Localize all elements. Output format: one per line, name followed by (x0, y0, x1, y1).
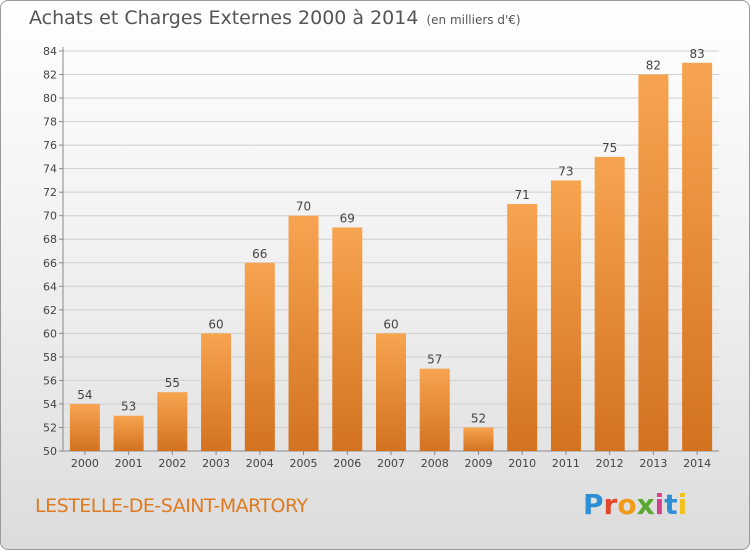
x-tick-label: 2011 (552, 457, 580, 470)
y-tick-label: 60 (43, 327, 57, 340)
bar (69, 403, 100, 451)
y-tick-label: 62 (43, 304, 57, 317)
x-tick-label: 2014 (683, 457, 711, 470)
proxiti-logo: Proxiti (583, 488, 687, 521)
y-tick-label: 54 (43, 398, 57, 411)
chart-unit: (en milliers d'€) (426, 13, 521, 27)
x-tick-label: 2010 (508, 457, 536, 470)
bar (244, 262, 275, 451)
data-label: 73 (558, 164, 573, 178)
bar (638, 74, 669, 451)
x-tick-label: 2013 (639, 457, 667, 470)
logo-letter: r (603, 488, 618, 521)
y-tick-label: 76 (43, 139, 57, 152)
x-tick-label: 2007 (377, 457, 405, 470)
y-tick-label: 72 (43, 186, 57, 199)
x-tick-label: 2001 (115, 457, 143, 470)
data-label: 75 (602, 141, 617, 155)
y-tick-label: 78 (43, 116, 57, 129)
data-label: 57 (427, 353, 442, 367)
logo-letter: x (636, 488, 655, 521)
bar (157, 392, 188, 451)
bar (682, 62, 713, 451)
logo-letter: i (654, 488, 665, 521)
bar (507, 203, 538, 451)
logo-letter: t (664, 488, 678, 521)
y-tick-label: 64 (43, 280, 57, 293)
bar-chart: 50 52 54 56 58 60 62 64 66 68 70 72 74 76 78 80 82 84 54 20… (43, 45, 719, 470)
x-tick-label: 2003 (202, 457, 230, 470)
y-tick-label: 52 (43, 421, 57, 434)
data-label: 60 (383, 317, 398, 331)
data-label: 82 (646, 59, 661, 73)
data-label: 60 (208, 317, 223, 331)
y-tick-label: 80 (43, 92, 57, 105)
data-label: 71 (515, 188, 530, 202)
y-tick-label: 66 (43, 257, 57, 270)
bar (419, 368, 450, 451)
logo-letter: P (583, 488, 604, 521)
data-label: 83 (689, 47, 704, 61)
x-tick-label: 2004 (246, 457, 274, 470)
x-tick-label: 2009 (464, 457, 492, 470)
x-tick-label: 2012 (596, 457, 624, 470)
y-tick-label: 74 (43, 163, 57, 176)
bar (201, 333, 232, 451)
y-tick-label: 56 (43, 374, 57, 387)
bar (550, 180, 581, 452)
data-label: 54 (77, 388, 92, 402)
x-tick-label: 2002 (158, 457, 186, 470)
bar (594, 156, 625, 451)
y-tick-label: 70 (43, 210, 57, 223)
y-tick-label: 58 (43, 351, 57, 364)
x-tick-label: 2008 (421, 457, 449, 470)
data-label: 55 (165, 376, 180, 390)
place-name: LESTELLE-DE-SAINT-MARTORY (35, 495, 308, 517)
data-label: 66 (252, 247, 267, 261)
y-tick-label: 84 (43, 45, 57, 58)
bar (376, 333, 406, 451)
bar (113, 415, 144, 451)
x-tick-label: 2006 (333, 457, 361, 470)
y-tick-label: 82 (43, 69, 57, 82)
bar (288, 215, 319, 451)
logo-letter: o (617, 488, 637, 521)
data-label: 70 (296, 200, 311, 214)
y-tick-label: 50 (43, 445, 57, 458)
data-label: 52 (471, 411, 486, 425)
logo-letter: i (677, 488, 688, 521)
x-tick-label: 2000 (71, 457, 99, 470)
x-tick-label: 2005 (290, 457, 318, 470)
chart-title: Achats et Charges Externes 2000 à 2014 (e… (29, 7, 521, 29)
y-tick-label: 68 (43, 233, 57, 246)
bar (463, 427, 494, 451)
data-label: 69 (340, 211, 355, 225)
chart-title-text: Achats et Charges Externes 2000 à 2014 (29, 7, 419, 29)
bar (332, 227, 363, 451)
data-label: 53 (121, 400, 136, 414)
